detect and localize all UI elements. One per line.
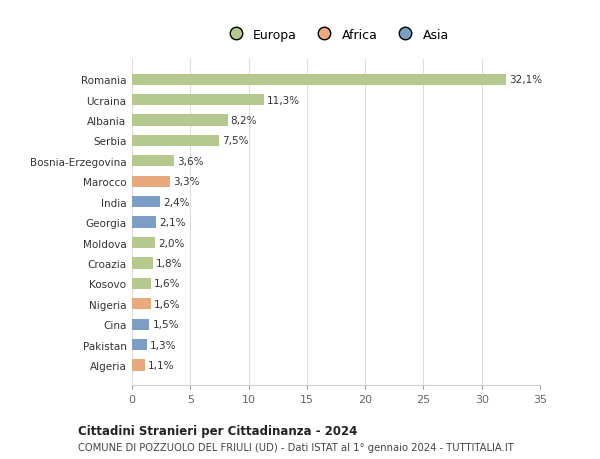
Text: 1,3%: 1,3% <box>150 340 176 350</box>
Bar <box>132 115 227 126</box>
Text: 8,2%: 8,2% <box>230 116 257 126</box>
Bar <box>132 237 155 249</box>
Text: 7,5%: 7,5% <box>223 136 249 146</box>
Bar <box>132 298 151 310</box>
Bar <box>132 135 220 147</box>
Bar <box>132 359 145 371</box>
Text: 1,1%: 1,1% <box>148 360 174 370</box>
Text: 1,5%: 1,5% <box>152 319 179 330</box>
Text: COMUNE DI POZZUOLO DEL FRIULI (UD) - Dati ISTAT al 1° gennaio 2024 - TUTTITALIA.: COMUNE DI POZZUOLO DEL FRIULI (UD) - Dat… <box>78 442 514 452</box>
Bar <box>132 176 170 187</box>
Bar <box>132 217 157 228</box>
Text: 1,6%: 1,6% <box>154 299 180 309</box>
Bar <box>132 278 151 289</box>
Bar <box>132 258 153 269</box>
Text: 3,6%: 3,6% <box>177 157 203 167</box>
Text: 3,3%: 3,3% <box>173 177 200 187</box>
Text: 2,1%: 2,1% <box>160 218 186 228</box>
Bar <box>132 156 174 167</box>
Bar <box>132 339 147 350</box>
Text: Cittadini Stranieri per Cittadinanza - 2024: Cittadini Stranieri per Cittadinanza - 2… <box>78 425 358 437</box>
Bar <box>132 319 149 330</box>
Text: 1,8%: 1,8% <box>156 258 182 269</box>
Text: 1,6%: 1,6% <box>154 279 180 289</box>
Text: 2,4%: 2,4% <box>163 197 190 207</box>
Legend: Europa, Africa, Asia: Europa, Africa, Asia <box>218 23 454 46</box>
Bar <box>132 74 506 86</box>
Bar <box>132 196 160 208</box>
Text: 2,0%: 2,0% <box>158 238 185 248</box>
Text: 11,3%: 11,3% <box>266 95 300 106</box>
Bar <box>132 95 264 106</box>
Text: 32,1%: 32,1% <box>509 75 542 85</box>
